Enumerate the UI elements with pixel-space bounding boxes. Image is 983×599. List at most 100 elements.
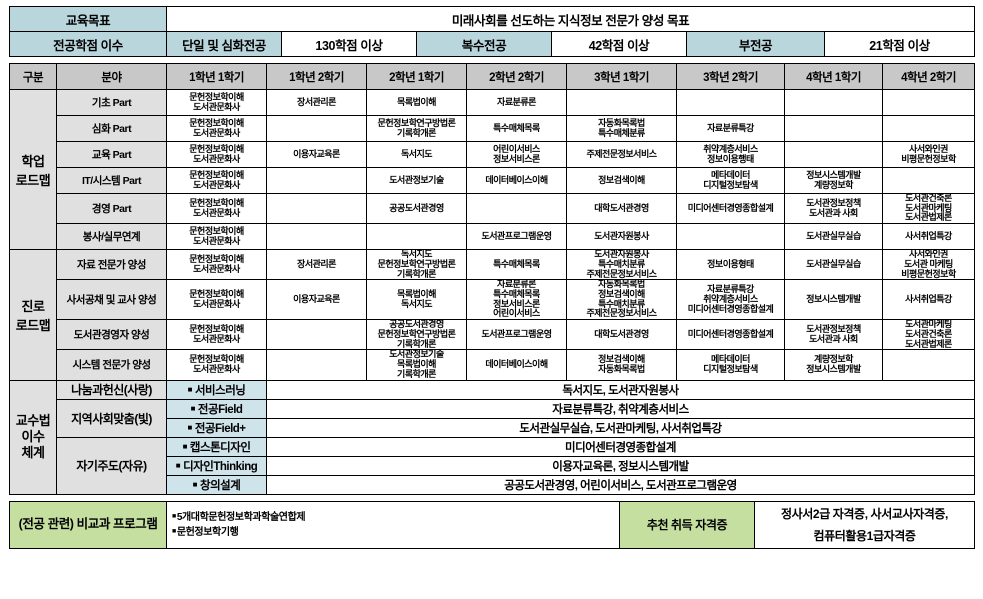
course-cell: 목록법이해 독서지도 bbox=[366, 279, 467, 321]
section-label-line2: 로드맵 bbox=[15, 317, 51, 333]
course-cell: 문헌정보학연구방법론 기록학개론 bbox=[366, 115, 467, 142]
course-cell: 메타데이터 디지털정보탐색 bbox=[676, 349, 785, 381]
teaching-method-label-line2: 이수 bbox=[21, 428, 45, 444]
course-name: 자동화목록법 bbox=[598, 117, 645, 128]
field-label: IT/시스템 Part bbox=[56, 167, 167, 194]
course-name: 주제전문정보서비스 bbox=[586, 308, 657, 319]
course-name: 도서관마케팅 bbox=[905, 202, 952, 213]
course-name: 계량정보학 bbox=[814, 179, 853, 190]
teaching-method-name: ■ 캡스톤디자인 bbox=[166, 436, 267, 457]
section-label-line1: 진로 bbox=[21, 298, 45, 314]
course-name: 특수매체목록 bbox=[493, 258, 540, 269]
course-cell: 데이터베이스이해 bbox=[466, 167, 567, 194]
credit-type-1: 복수전공 bbox=[416, 31, 552, 57]
course-name: 도서관문화사 bbox=[193, 207, 240, 218]
bullet-icon: ■ bbox=[182, 441, 188, 451]
course-name: 도서관 마케팅 bbox=[904, 258, 953, 269]
field-label: 교육 Part bbox=[56, 141, 167, 168]
teaching-method-name: ■ 전공Field+ bbox=[166, 417, 267, 438]
course-name: 장서관리론 bbox=[297, 96, 336, 107]
course-cell bbox=[882, 349, 975, 381]
course-name: 취약계층서비스 bbox=[703, 293, 758, 304]
course-cell: 문헌정보학이해 도서관문화사 bbox=[166, 223, 267, 251]
summary-table: 교육목표 미래사회를 선도하는 지식정보 전문가 양성 목표 전공학점 이수 단… bbox=[9, 6, 976, 57]
credit-type-2: 부전공 bbox=[686, 31, 825, 57]
course-cell bbox=[566, 89, 677, 116]
teaching-method-row: ■ 디자인Thinking 이용자교육론, 정보시스템개발 bbox=[10, 455, 975, 476]
course-name: 도서관정보정책 bbox=[806, 324, 861, 335]
header-y2s1: 2학년 1학기 bbox=[366, 63, 467, 90]
course-cell: 자료분류특강 bbox=[676, 115, 785, 142]
course-cell: 목록법이해 bbox=[366, 89, 467, 116]
course-cell: 도서관건축론 도서관마케팅 도서관법제론 bbox=[882, 192, 975, 225]
footer-row: (전공 관련) 비교과 프로그램 ■5개대학문헌정보학과학술연합제 ■문헌정보학… bbox=[9, 500, 975, 549]
course-cell: 대학도서관경영 bbox=[566, 192, 677, 225]
course-name: 기록학개론 bbox=[397, 268, 436, 279]
header-y2s2: 2학년 2학기 bbox=[466, 63, 567, 90]
course-cell: 사서와인권 도서관 마케팅 비평문헌정보학 bbox=[882, 249, 975, 281]
course-name: 도서관문화사 bbox=[193, 363, 240, 374]
course-name: 문헌정보학이해 bbox=[189, 254, 244, 265]
course-cell: 이용자교육론 bbox=[266, 141, 367, 168]
course-cell: 도서관프로그램운영 bbox=[466, 223, 567, 251]
course-cell: 도서관실무실습 bbox=[784, 249, 883, 281]
course-name: 도서관마케팅 bbox=[905, 319, 952, 330]
course-name: 자료분류론 bbox=[497, 96, 536, 107]
teaching-method-name-text: 창의설계 bbox=[200, 479, 241, 492]
course-name: 문헌정보학이해 bbox=[189, 117, 244, 128]
course-name: 기록학개론 bbox=[397, 127, 436, 138]
program-text-0: 5개대학문헌정보학과학술연합제 bbox=[176, 511, 306, 523]
roadmap-row: 심화 Part 문헌정보학이해 도서관문화사 문헌정보학연구방법론 기록학개론 특수매체목… bbox=[10, 115, 975, 142]
course-name: 어린이서비스 bbox=[493, 308, 540, 319]
course-cell: 문헌정보학이해 도서관문화사 bbox=[166, 141, 267, 168]
course-cell: 계량정보학 정보시스템개발 bbox=[784, 349, 883, 381]
course-cell bbox=[466, 192, 567, 225]
course-cell: 사서와인권 비평문헌정보학 bbox=[882, 141, 975, 168]
course-name: 사서와인권 bbox=[909, 143, 948, 154]
course-cell: 정보이용형태 bbox=[676, 249, 785, 281]
course-name: 독서지도 bbox=[400, 249, 433, 260]
course-cell: 미디어센터경영종합설계 bbox=[676, 192, 785, 225]
teaching-method-label-line3: 체계 bbox=[21, 445, 45, 461]
field-label: 경영 Part bbox=[56, 192, 167, 225]
teaching-method-name-text: 캡스톤디자인 bbox=[189, 441, 251, 454]
course-name: 도서관과 사회 bbox=[809, 333, 858, 344]
field-label: 시스템 전문가 양성 bbox=[56, 349, 167, 381]
course-name: 디지털정보탐색 bbox=[703, 179, 758, 190]
course-cell: 이용자교육론 bbox=[266, 279, 367, 321]
course-name: 도서관문화사 bbox=[193, 101, 240, 112]
course-name: 미디어센터경영종합설계 bbox=[687, 303, 774, 314]
course-name: 특수매체목록 bbox=[493, 122, 540, 133]
course-cell: 도서관자원봉사 특수매치분류 주제전문정보서비스 bbox=[566, 249, 677, 281]
course-name: 정보시스템개발 bbox=[806, 363, 861, 374]
course-name: 데이터베이스이해 bbox=[485, 359, 548, 370]
course-name: 기록학개론 bbox=[397, 368, 436, 379]
extracurricular-label-line2: 비교과 프로그램 bbox=[76, 517, 158, 532]
teaching-method-row: ■ 전공Field+ 도서관실무실습, 도서관마케팅, 사서취업특강 bbox=[10, 417, 975, 438]
recommended-cert-value: 정사서2급 자격증, 사서교사자격증, 컴퓨터활용1급자격증 bbox=[754, 500, 975, 549]
header-y3s2: 3학년 2학기 bbox=[676, 63, 785, 90]
course-cell: 정보시스템개발 bbox=[784, 279, 883, 321]
course-name: 도서관자원봉사 bbox=[594, 230, 649, 241]
course-cell: 정보시스템개발 계량정보학 bbox=[784, 167, 883, 194]
course-name: 어린이서비스 bbox=[493, 143, 540, 154]
course-name: 자동화목록법 bbox=[598, 363, 645, 374]
teaching-method-section-label: 교수법 이수 체계 bbox=[9, 379, 57, 495]
section-label-line1: 학업 bbox=[21, 153, 45, 169]
course-name: 정보이용형태 bbox=[707, 258, 754, 269]
roadmap-row: 도서관경영자 양성 문헌정보학이해 도서관문화사 공공도서관경영 문헌정보학연구방법론 기… bbox=[10, 319, 975, 351]
header-y1s2: 1학년 2학기 bbox=[266, 63, 367, 90]
credit-value-1: 42학점 이상 bbox=[551, 31, 687, 57]
teaching-method-courses: 이용자교육론, 정보시스템개발 bbox=[266, 455, 975, 476]
course-name: 자료분류특강 bbox=[707, 122, 754, 133]
course-name: 미디어센터경영종합설계 bbox=[687, 202, 774, 213]
course-cell: 취약계층서비스 정보이용행태 bbox=[676, 141, 785, 168]
course-cell bbox=[676, 223, 785, 251]
course-name: 정보이용행태 bbox=[707, 153, 754, 164]
course-name: 특수매체목록 bbox=[493, 289, 540, 300]
roadmap-row: 진로 로드맵 자료 전문가 양성 문헌정보학이해 도서관문화사 장서관리론 독서지도 문헌정보… bbox=[9, 249, 975, 381]
bullet-icon: ■ bbox=[187, 384, 193, 394]
teaching-method-row: ■ 창의설계 공공도서관경영, 어린이서비스, 도서관프로그램운영 bbox=[10, 474, 975, 495]
course-name: 사서취업특강 bbox=[905, 293, 952, 304]
course-cell: 문헌정보학이해 도서관문화사 bbox=[166, 192, 267, 225]
